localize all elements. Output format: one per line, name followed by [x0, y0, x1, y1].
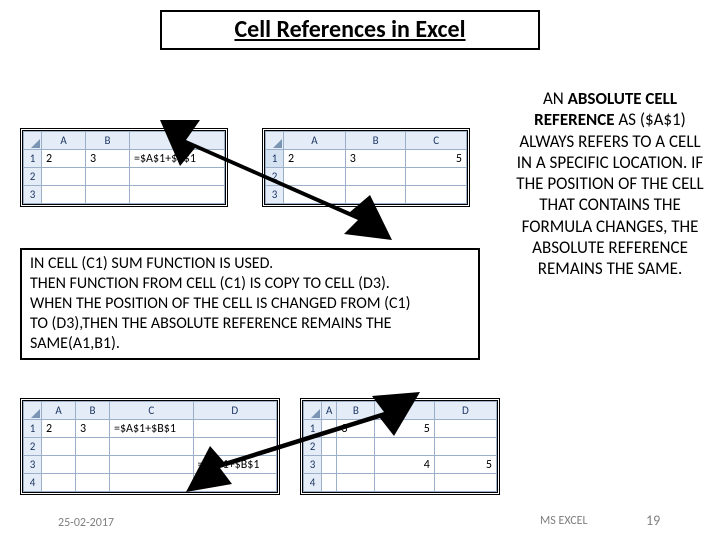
cell-b1: 3: [76, 420, 110, 438]
select-all-corner: [24, 402, 42, 420]
cell-a1: 2: [42, 150, 86, 168]
right-paragraph: AN ABSOLUTE CELL REFERENCE AS ($A$1) ALW…: [512, 88, 708, 279]
footer-date: 25-02-2017: [58, 516, 114, 530]
col-header-d: D: [434, 402, 496, 420]
explain-line: THEN FUNCTION FROM CELL (C1) IS COPY TO …: [30, 274, 470, 294]
slide-title: Cell References in Excel: [160, 10, 540, 50]
cell-d3: 5: [434, 456, 496, 474]
explain-line: IN CELL (C1) SUM FUNCTION IS USED.: [30, 254, 470, 274]
explain-line: WHEN THE POSITION OF THE CELL IS CHANGED…: [30, 294, 470, 314]
cell-b1: 3: [86, 150, 130, 168]
row-header: 3: [24, 186, 42, 204]
arrow-bottom: [180, 392, 440, 512]
col-header-b: B: [76, 402, 110, 420]
explanation-box: IN CELL (C1) SUM FUNCTION IS USED. THEN …: [20, 248, 480, 360]
row-header: 2: [24, 168, 42, 186]
row-header: 1: [24, 150, 42, 168]
right-p2: AS ($A$1) ALWAYS REFERS TO A CELL IN A S…: [516, 109, 703, 279]
explain-line: TO (D3),THEN THE ABSOLUTE REFERENCE REMA…: [30, 314, 470, 354]
col-header-a: A: [42, 132, 86, 150]
footer-label: MS EXCEL: [540, 514, 588, 528]
cell-a1: 2: [42, 420, 76, 438]
row-header: 3: [24, 456, 42, 474]
right-p1: AN: [543, 88, 568, 109]
col-header-a: A: [42, 402, 76, 420]
footer-page-number: 19: [646, 512, 660, 529]
col-header-b: B: [86, 132, 130, 150]
row-header: 2: [24, 438, 42, 456]
select-all-corner: [24, 132, 42, 150]
row-header: 1: [24, 420, 42, 438]
row-header: 4: [24, 474, 42, 492]
arrow-top: [160, 120, 420, 250]
